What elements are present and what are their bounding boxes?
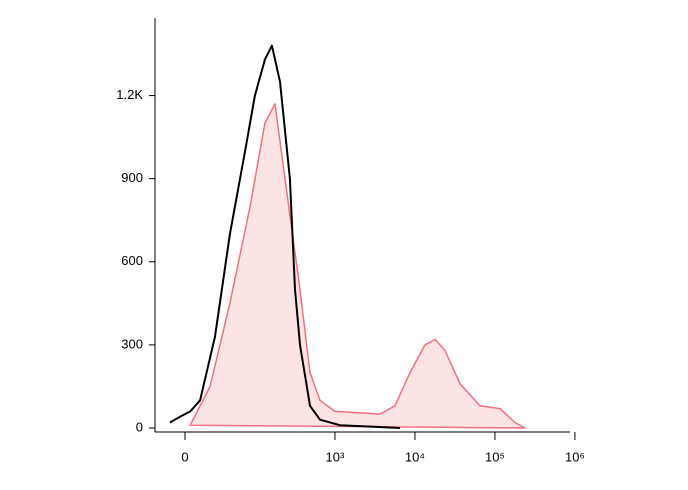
y-tick-label: 0	[136, 419, 143, 434]
y-tick-label: 900	[121, 170, 143, 185]
y-tick-label: 300	[121, 336, 143, 351]
histogram-line	[189, 103, 526, 429]
x-tick-label: 10⁶	[565, 449, 585, 464]
x-tick-label: 10³	[326, 449, 345, 464]
histogram-line	[169, 44, 401, 429]
y-tick-label: 600	[121, 253, 143, 268]
x-tick-label: 10⁴	[405, 449, 425, 464]
x-tick-label: 10⁵	[485, 449, 505, 464]
y-tick-label: 1.2K	[116, 87, 143, 102]
x-tick-label: 0	[181, 449, 188, 464]
